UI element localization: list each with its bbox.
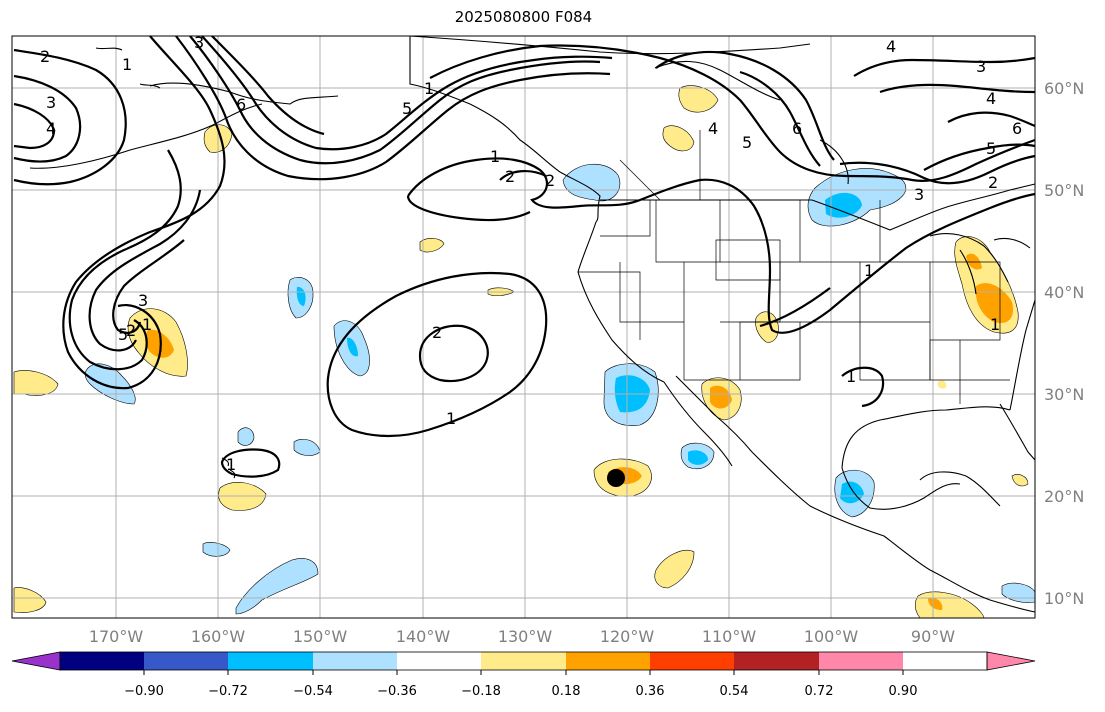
- colorbar-ticks: [143, 670, 904, 675]
- contour-label: 4: [886, 37, 896, 56]
- contour-lines: [13, 35, 1036, 478]
- contour-label: 3: [976, 57, 986, 76]
- latitude-labels: 10°N 20°N 30°N 40°N 50°N 60°N: [1044, 79, 1084, 608]
- contour-label: 3: [194, 33, 204, 52]
- colorbar-tick-label: 0.36: [636, 684, 665, 699]
- contour-label: 2: [40, 47, 50, 66]
- contour-label: 1: [490, 147, 500, 166]
- contour-label: 1: [226, 455, 236, 474]
- colorbar-segment: [650, 652, 734, 670]
- contour-label: 2: [988, 173, 998, 192]
- contour-label: 2: [432, 323, 442, 342]
- contour-label: 2: [505, 167, 515, 186]
- lon-label: 120°W: [600, 627, 655, 646]
- colorbar-segment: [566, 652, 650, 670]
- contour-label: 5: [742, 133, 752, 152]
- contour-label: 3: [914, 185, 924, 204]
- lat-label: 30°N: [1044, 385, 1084, 404]
- lon-label: 100°W: [804, 627, 859, 646]
- contour-label: 1: [846, 367, 856, 386]
- lon-label: 170°W: [89, 627, 144, 646]
- contour-label: 4: [986, 89, 996, 108]
- colorbar-tick-label: 0.72: [805, 684, 834, 699]
- colorbar-segment: [397, 652, 481, 670]
- contour-label: 1: [122, 55, 132, 74]
- lat-label: 10°N: [1044, 589, 1084, 608]
- lon-label: 130°W: [498, 627, 553, 646]
- map-title: 2025080800 F084: [454, 8, 593, 26]
- lat-label: 60°N: [1044, 79, 1084, 98]
- lon-label: 140°W: [396, 627, 451, 646]
- colorbar-tick-label: −0.90: [124, 684, 164, 699]
- contour-label: 3: [46, 93, 56, 112]
- colorbar-extend-high: [987, 652, 1035, 670]
- lon-label: 150°W: [293, 627, 348, 646]
- colorbar-extend-low: [12, 652, 60, 670]
- map-frame: [11, 35, 1036, 619]
- colorbar-segment: [481, 652, 566, 670]
- colorbar: −0.90 −0.72 −0.54 −0.36 −0.18 0.18 0.36 …: [11, 651, 1036, 699]
- contour-label: 1: [990, 315, 1000, 334]
- contour-label: 1: [446, 409, 456, 428]
- colorbar-segment: [144, 652, 228, 670]
- colorbar-segment: [228, 652, 313, 670]
- contour-label: 3: [138, 291, 148, 310]
- contour-label: 1: [142, 315, 152, 334]
- contour-label: 5: [118, 325, 128, 344]
- contour-label: 6: [236, 95, 246, 114]
- lat-label: 50°N: [1044, 181, 1084, 200]
- colorbar-tick-label: 0.54: [720, 684, 749, 699]
- graticule: [12, 36, 1035, 618]
- contour-label: 5: [402, 99, 412, 118]
- contour-label: 6: [1012, 119, 1022, 138]
- contour-label: 2: [126, 321, 136, 340]
- contour-labels: 2 1 3 4 5 6 2 1 1 5 4 3 2 1 6 5 4 3 2 1 …: [40, 33, 1022, 474]
- lat-label: 20°N: [1044, 487, 1084, 506]
- state-borders: [578, 130, 1010, 404]
- lon-label: 160°W: [191, 627, 246, 646]
- contour-label: 4: [46, 119, 56, 138]
- lon-label: 90°W: [911, 627, 955, 646]
- longitude-labels: 170°W 160°W 150°W 140°W 130°W 120°W 110°…: [89, 627, 955, 646]
- colorbar-segment: [819, 652, 903, 670]
- colorbar-segment: [60, 652, 144, 670]
- colorbar-tick-label: −0.72: [208, 684, 248, 699]
- lon-label: 110°W: [702, 627, 757, 646]
- colorbar-segment: [313, 652, 397, 670]
- contour-label: 5: [986, 139, 996, 158]
- storm-center-dot: [607, 469, 625, 487]
- colorbar-tick-label: −0.18: [461, 684, 501, 699]
- colorbar-tick-label: −0.54: [293, 684, 333, 699]
- colorbar-tick-label: −0.36: [377, 684, 417, 699]
- contour-label: 1: [424, 79, 434, 98]
- contour-label: 1: [864, 261, 874, 280]
- contour-label: 2: [545, 171, 555, 190]
- contour-label: 4: [708, 119, 718, 138]
- colorbar-segment: [734, 652, 819, 670]
- lat-label: 40°N: [1044, 283, 1084, 302]
- colorbar-tick-label: 0.90: [889, 684, 918, 699]
- contour-label: 6: [792, 119, 802, 138]
- colorbar-tick-label: 0.18: [552, 684, 581, 699]
